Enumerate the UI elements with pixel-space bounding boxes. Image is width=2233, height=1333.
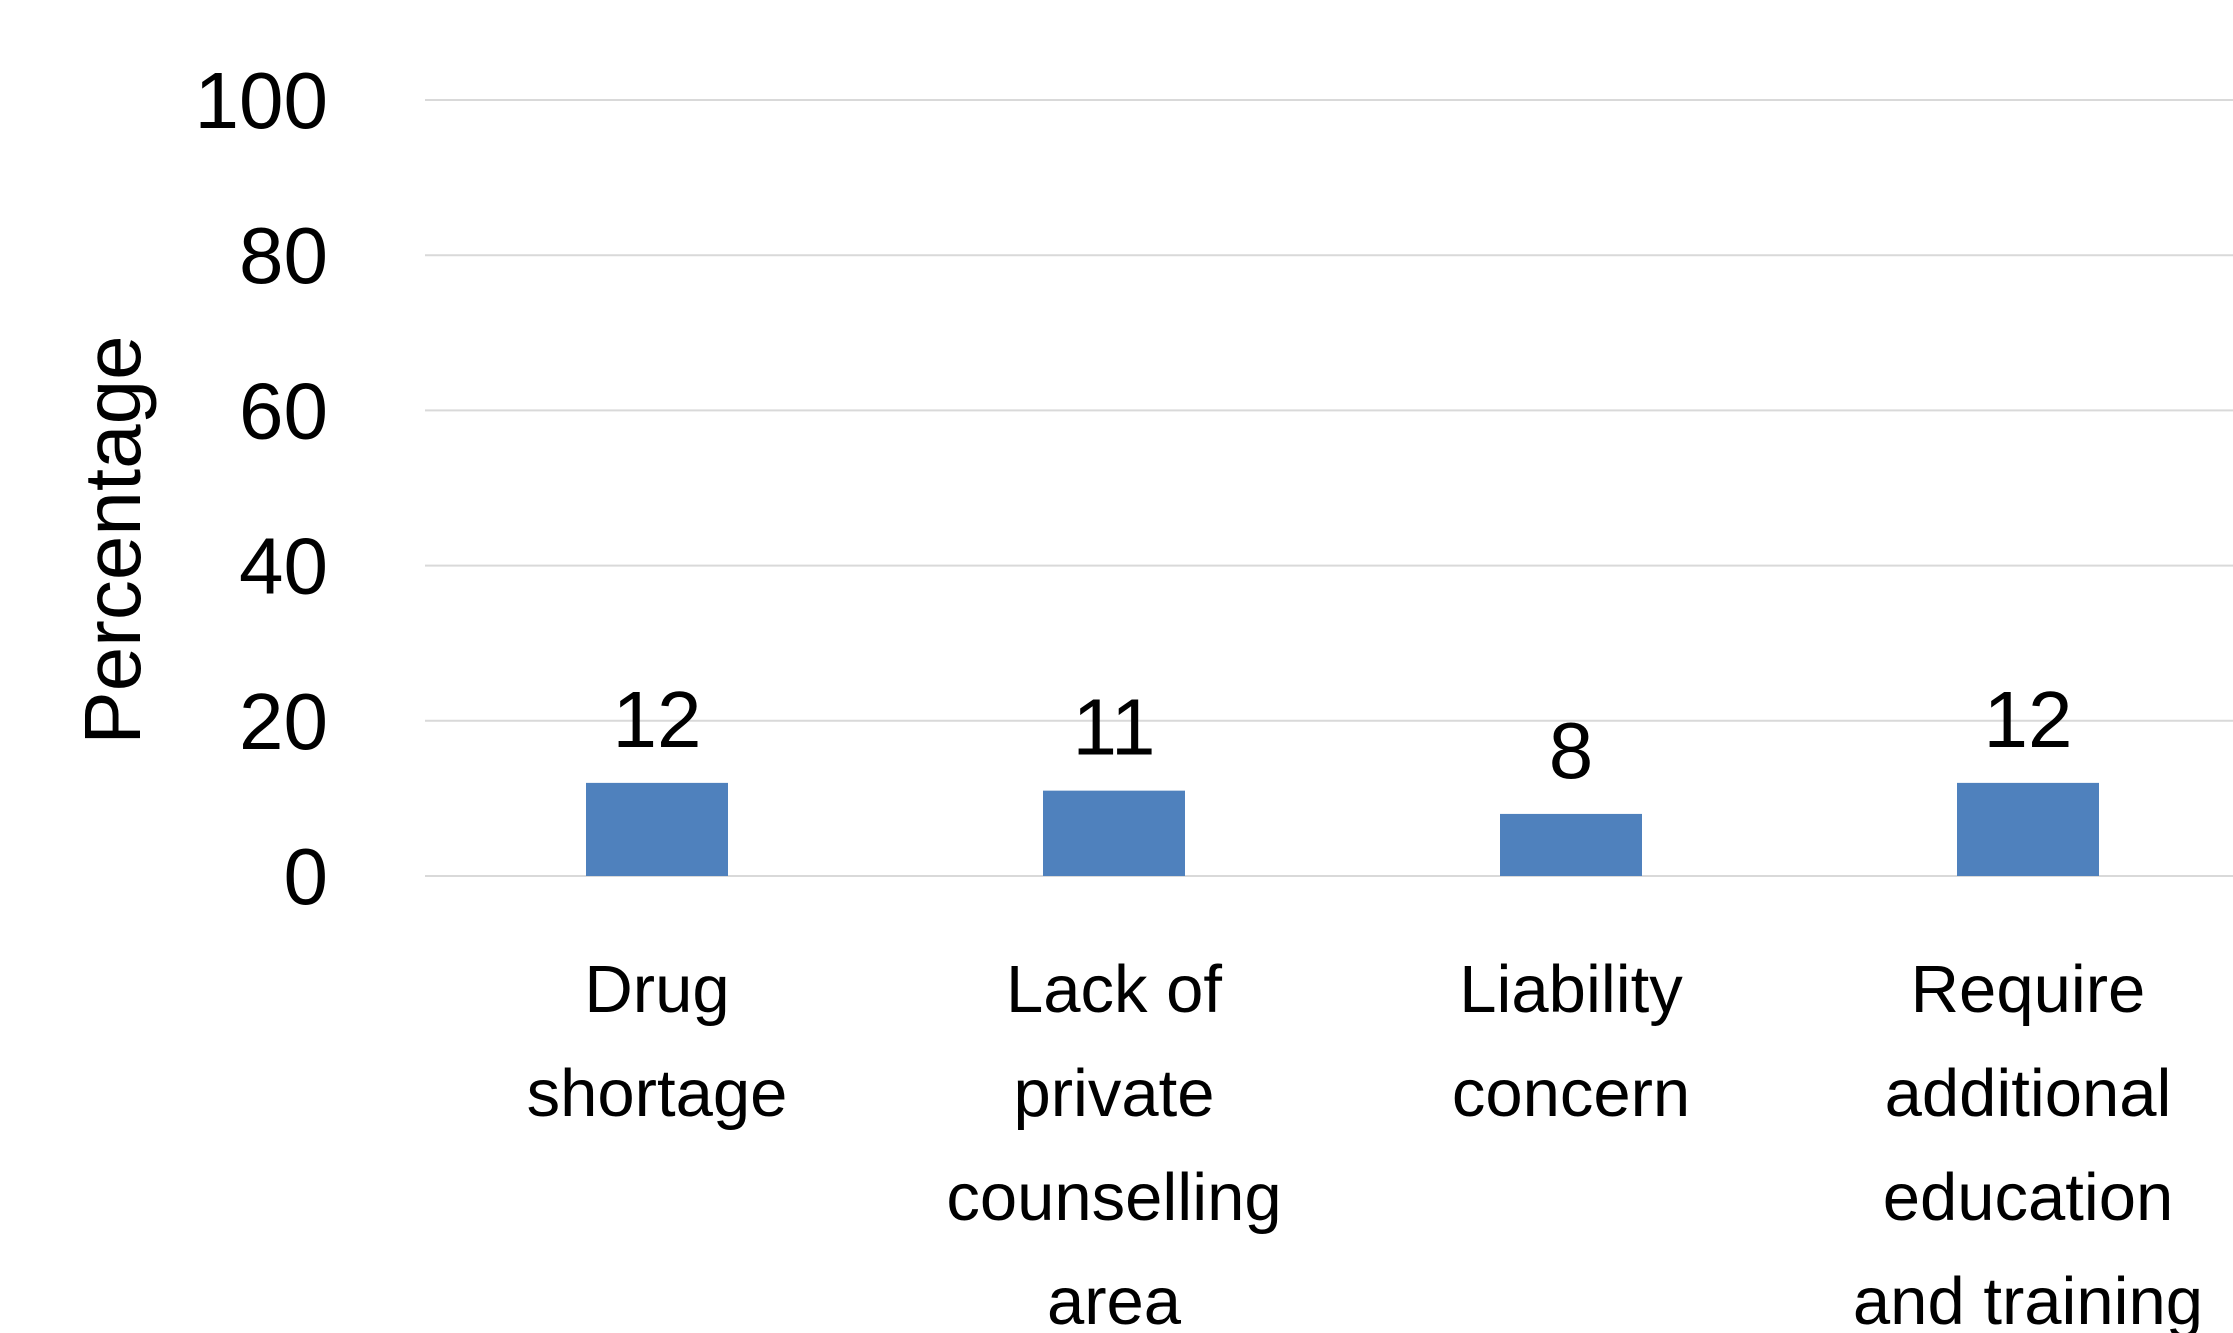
category-labels: Drug shortage Lack of private counselling are… bbox=[527, 952, 2203, 1333]
category-label: Drug bbox=[584, 952, 729, 1027]
y-tick-label: 100 bbox=[195, 56, 328, 145]
data-label: 12 bbox=[613, 675, 702, 764]
bars bbox=[586, 782, 2099, 876]
y-tick-label: 20 bbox=[239, 677, 328, 766]
category-label: private bbox=[1013, 1056, 1214, 1131]
bar bbox=[586, 782, 728, 876]
data-labels: 121181211 bbox=[613, 675, 2073, 795]
category-label: shortage bbox=[527, 1056, 788, 1131]
gridlines bbox=[425, 99, 2233, 877]
y-tick-label: 80 bbox=[239, 211, 328, 300]
category-label: concern bbox=[1452, 1056, 1690, 1131]
y-tick-label: 60 bbox=[239, 366, 328, 455]
y-axis-ticks: 0 20 40 60 80 100 bbox=[195, 56, 328, 921]
data-label: 12 bbox=[1984, 675, 2073, 764]
category-label: additional bbox=[1885, 1056, 2172, 1131]
category-label: Require bbox=[1911, 952, 2146, 1027]
category-label: counselling bbox=[946, 1160, 1281, 1235]
category-label: and training bbox=[1853, 1264, 2203, 1333]
category-label: area bbox=[1047, 1264, 1182, 1333]
data-label: 8 bbox=[1549, 706, 1594, 795]
bar bbox=[1500, 813, 1642, 876]
bar bbox=[1043, 790, 1185, 876]
category-label: education bbox=[1883, 1160, 2174, 1235]
data-label: 11 bbox=[1072, 683, 1155, 772]
bar bbox=[1957, 782, 2099, 876]
category-label: Lack of bbox=[1006, 952, 1222, 1027]
y-tick-label: 40 bbox=[239, 522, 328, 611]
y-axis-label: Percentage bbox=[68, 335, 157, 744]
category-label: Liability bbox=[1459, 952, 1683, 1027]
y-tick-label: 0 bbox=[284, 832, 329, 921]
